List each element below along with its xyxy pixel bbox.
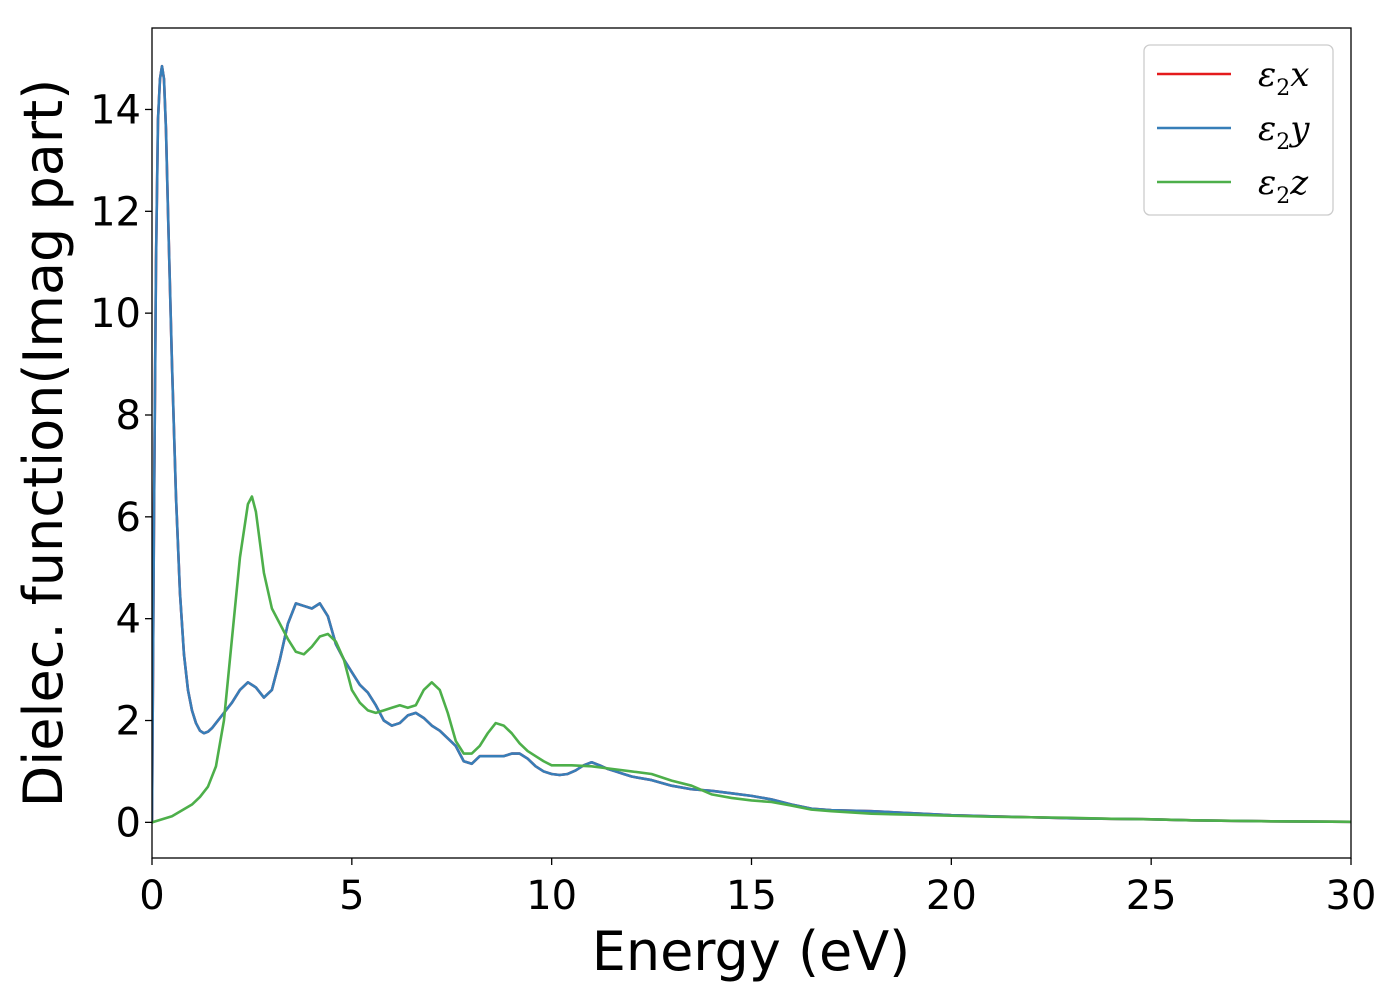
y-axis-ticks: 0 2 4 6 8 10 12 14 <box>90 87 152 846</box>
y-tick-label: 8 <box>116 393 141 439</box>
y-tick-label: 2 <box>116 699 141 745</box>
y-axis-label: Dielec. function(Imag part) <box>12 79 75 808</box>
x-tick-label: 30 <box>1326 873 1377 919</box>
legend-label-y: ε2y <box>1258 109 1310 155</box>
legend-box <box>1143 44 1334 216</box>
x-tick-label: 0 <box>139 873 164 919</box>
series-line-z <box>152 495 1351 824</box>
y-tick-label: 10 <box>90 291 141 337</box>
x-axis-label: Energy (eV) <box>592 920 911 983</box>
y-tick-label: 0 <box>116 800 141 846</box>
x-tick-label: 5 <box>339 873 364 919</box>
x-axis-ticks: 0 5 10 15 20 25 30 <box>139 858 1376 919</box>
legend-label-z: ε2z <box>1258 163 1309 209</box>
series-line-y <box>152 64 1351 824</box>
legend-label-x: ε2x <box>1258 55 1309 101</box>
x-tick-label: 20 <box>926 873 977 919</box>
legend: ε2x ε2y ε2z <box>1143 44 1334 216</box>
y-tick-label: 14 <box>90 87 141 133</box>
x-tick-label: 15 <box>726 873 777 919</box>
series-layer <box>152 64 1351 824</box>
y-tick-label: 4 <box>116 597 141 643</box>
x-tick-label: 10 <box>526 873 577 919</box>
y-tick-label: 12 <box>90 189 141 235</box>
x-tick-label: 25 <box>1126 873 1177 919</box>
y-tick-label: 6 <box>116 495 141 541</box>
